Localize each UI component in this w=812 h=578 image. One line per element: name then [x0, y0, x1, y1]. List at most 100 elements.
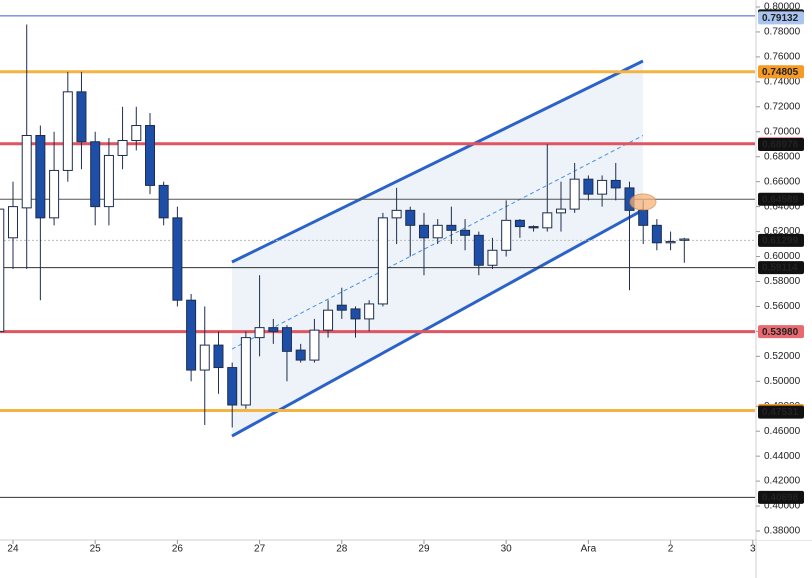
x-tick-label: 3 — [750, 544, 756, 555]
y-tick-label: 0.58000 — [764, 276, 801, 287]
x-tick-label: 2 — [668, 544, 674, 555]
price-label: 0.74805 — [762, 67, 799, 78]
candle-body — [90, 141, 101, 208]
price-label: 0.64589 — [762, 194, 799, 205]
candle-body — [117, 139, 128, 156]
price-label-bg — [758, 490, 804, 504]
price-label-bg — [758, 65, 804, 79]
y-tick-label: 0.52000 — [764, 351, 801, 362]
candle-body — [145, 125, 156, 186]
price-label: 0.59114 — [762, 263, 798, 274]
y-tick-label: 0.64000 — [764, 201, 801, 212]
candle-body — [569, 178, 580, 210]
candle-body — [610, 179, 621, 189]
y-tick-label: 0.40000 — [764, 501, 801, 512]
y-tick-label: 0.70000 — [764, 126, 801, 137]
candle-body — [62, 91, 73, 171]
channel-lower — [231, 208, 644, 438]
candle-body — [35, 134, 46, 219]
candle-body — [309, 329, 320, 361]
candle-body — [583, 178, 594, 195]
channel-area — [231, 61, 643, 437]
y-tick-label: 0.44000 — [764, 451, 801, 462]
x-tick-label: 29 — [418, 544, 430, 555]
price-label-bg — [758, 405, 804, 419]
candle-body — [158, 184, 169, 219]
price-label: 0.61299 — [762, 235, 799, 246]
y-tick-label: 0.46000 — [764, 426, 801, 437]
price-label: 0.47531 — [762, 407, 799, 418]
candle-body — [679, 238, 690, 241]
price-label-bg — [758, 11, 804, 25]
x-tick-label: 30 — [501, 544, 513, 555]
price-label-bg — [758, 192, 804, 206]
candle-body — [295, 349, 306, 361]
candle-body — [418, 224, 429, 239]
x-tick-label: 24 — [7, 544, 19, 555]
candle-body — [186, 299, 197, 371]
candle-body — [501, 219, 512, 251]
candle-body — [336, 304, 347, 311]
candle-body — [103, 154, 114, 208]
candle-body — [49, 169, 60, 219]
y-tick-label: 0.76000 — [764, 52, 801, 63]
candle-body — [0, 208, 5, 332]
y-tick-label: 0.68000 — [764, 151, 801, 162]
candle-body — [528, 226, 539, 229]
price-label: 0.53980 — [762, 327, 799, 338]
price-label-bg — [758, 261, 804, 275]
candle-body — [21, 134, 32, 209]
candle-body — [254, 327, 265, 339]
candle-body — [597, 179, 608, 195]
x-tick-label: 25 — [90, 544, 102, 555]
candle-body — [487, 249, 498, 266]
channel-upper — [231, 59, 644, 264]
y-tick-label: 0.42000 — [764, 476, 801, 487]
candle-body — [323, 309, 334, 331]
x-tick-label: Ara — [581, 544, 597, 555]
candle-body — [556, 208, 567, 214]
x-tick-label: 27 — [254, 544, 266, 555]
x-tick-label: 28 — [336, 544, 348, 555]
candle-body — [651, 224, 662, 244]
candle-body — [199, 344, 210, 371]
candle-body — [240, 337, 251, 406]
price-label: 0.79132 — [762, 13, 799, 24]
candle-body — [665, 241, 676, 244]
y-tick-label: 0.78000 — [764, 27, 801, 38]
candle-body — [638, 209, 649, 226]
candle-body — [432, 224, 443, 239]
price-label-bg — [758, 325, 804, 339]
candle-body — [281, 327, 292, 352]
candle-body — [76, 91, 87, 143]
candle-body — [473, 234, 484, 266]
candle-body — [514, 219, 525, 228]
price-label-bg — [758, 138, 804, 152]
x-tick-label: 26 — [172, 544, 184, 555]
price-label: 0.40698 — [762, 492, 799, 503]
y-tick-label: 0.50000 — [764, 376, 801, 387]
candle-body — [405, 209, 416, 226]
candle-body — [213, 344, 224, 369]
y-tick-label: 0.62000 — [764, 226, 801, 237]
y-tick-label: 0.38000 — [764, 526, 801, 537]
candle-body — [227, 367, 238, 406]
highlight — [629, 193, 657, 211]
y-tick-label: 0.80000 — [764, 2, 801, 13]
candle-body — [391, 209, 402, 219]
candle-body — [460, 229, 471, 236]
candle-body — [350, 308, 361, 320]
y-tick-label: 0.56000 — [764, 301, 801, 312]
candle-body — [7, 206, 18, 239]
price-label-bg — [758, 233, 804, 247]
y-tick-label: 0.66000 — [764, 176, 801, 187]
candle-body — [446, 224, 457, 231]
candle-body — [542, 212, 553, 229]
candle-body — [377, 217, 388, 305]
price-label: 0.68978 — [762, 140, 799, 151]
candle-body — [131, 125, 142, 141]
y-tick-label: 0.60000 — [764, 251, 801, 262]
candle-body — [268, 327, 279, 332]
y-tick-label: 0.74000 — [764, 76, 801, 87]
candle-body — [172, 217, 183, 301]
